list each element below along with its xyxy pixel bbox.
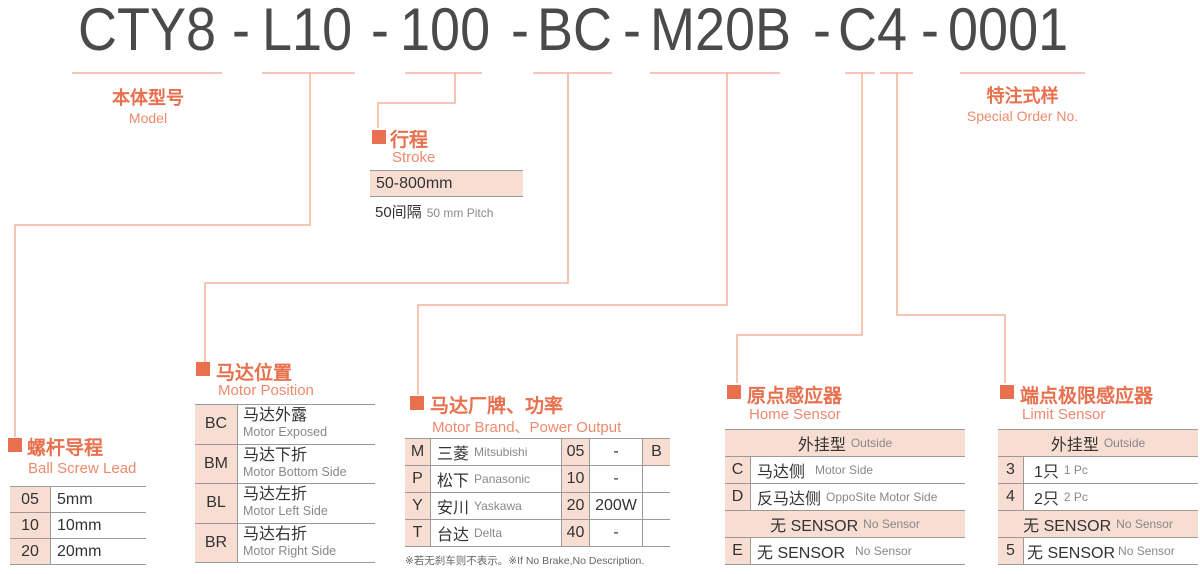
- stroke-title: 行程: [390, 130, 429, 151]
- limit-sensor-table: 外挂型 Outside 3 1只 1 Pc 4 2只 2 Pc 无 SENSOR No Se…: [998, 429, 1198, 565]
- table-row: D 反马达侧 OppoSite Motor Side: [725, 484, 965, 511]
- square-marker-icon: [8, 438, 22, 452]
- table-row: C 马达侧 Motor Side: [725, 457, 965, 484]
- table-row: BR 马达右折 Motor Right Side: [195, 523, 375, 563]
- table-row: M 三菱 Mitsubishi 05 - B: [405, 439, 670, 466]
- table-row: BL 马达左折 Motor Left Side: [195, 484, 375, 524]
- limit-sensor-subtitle: Limit Sensor: [1022, 406, 1106, 423]
- lead-table: 05 5mm 10 10mm 20 20mm: [10, 486, 146, 565]
- table-row: 05 5mm: [10, 487, 146, 513]
- code-model: CTY8: [78, 0, 217, 63]
- square-marker-icon: [410, 396, 424, 410]
- model-label: 本体型号 Model: [112, 88, 184, 126]
- table-row: Y 安川 Yaskawa 20 200W: [405, 493, 670, 520]
- table-row: BM 马达下折 Motor Bottom Side: [195, 444, 375, 484]
- home-sensor-subtitle: Home Sensor: [749, 406, 841, 423]
- motor-brand-table: M 三菱 Mitsubishi 05 - B P 松下 Panasonic 10 -…: [405, 438, 670, 547]
- table-row: 20 20mm: [10, 539, 146, 565]
- brake-note: ※若无刹车则不表示。※If No Brake,No Description.: [405, 555, 645, 567]
- square-marker-icon: [196, 362, 210, 376]
- lead-title: 螺杆导程: [27, 438, 104, 459]
- stroke-range: 50-800mm: [376, 174, 453, 192]
- connector-motor-brand: [417, 73, 728, 395]
- code-special: 0001: [948, 0, 1069, 63]
- code-sep: -: [232, 0, 250, 63]
- connector-lead: [14, 73, 311, 437]
- code-sep: -: [623, 0, 641, 63]
- code-stroke: 100: [400, 0, 491, 63]
- stroke-pitch: 50间隔 50 mm Pitch: [375, 204, 494, 221]
- motor-brand-title: 马达厂牌、功率: [430, 396, 564, 417]
- table-row: P 松下 Panasonic 10 -: [405, 466, 670, 493]
- table-row: 4 2只 2 Pc: [998, 484, 1198, 511]
- stroke-table: 50-800mm: [370, 170, 523, 197]
- motor-brand-subtitle: Motor Brand、Power Output: [432, 419, 622, 436]
- square-marker-icon: [372, 130, 386, 144]
- stroke-subtitle: Stroke: [392, 149, 436, 166]
- motor-position-table: BC 马达外露 Motor Exposed BM 马达下折 Motor Bottom S…: [195, 404, 375, 563]
- limit-sensor-title: 端点极限感应器: [1020, 386, 1154, 407]
- home-sensor-table: 外挂型 Outside C 马达侧 Motor Side D 反马达侧 OppoSite …: [725, 429, 965, 565]
- table-row: T 台达 Delta 40 -: [405, 520, 670, 547]
- connector-stroke: [377, 73, 456, 128]
- code-sep: -: [921, 0, 939, 63]
- code-motor-brand: M20B: [650, 0, 792, 63]
- motor-position-title: 马达位置: [216, 363, 293, 384]
- code-sep: -: [511, 0, 529, 63]
- connector-limit-sensor: [896, 73, 1006, 383]
- home-sensor-title: 原点感应器: [747, 386, 843, 407]
- code-lead: L10: [262, 0, 353, 63]
- code-sensors: C4: [838, 0, 908, 63]
- code-sep: -: [813, 0, 831, 63]
- table-row: BC 马达外露 Motor Exposed: [195, 405, 375, 445]
- brake-code: B: [643, 439, 670, 465]
- table-row: 3 1只 1 Pc: [998, 457, 1198, 484]
- code-motor-position: BC: [537, 0, 613, 63]
- connector-motor-position: [204, 73, 569, 362]
- connector-home-sensor: [736, 73, 863, 383]
- special-order-label: 特注式样 Special Order No.: [966, 86, 1079, 124]
- motor-position-subtitle: Motor Position: [218, 382, 314, 399]
- square-marker-icon: [1000, 385, 1014, 399]
- lead-subtitle: Ball Screw Lead: [28, 460, 137, 477]
- code-sep: -: [371, 0, 389, 63]
- table-row: 10 10mm: [10, 513, 146, 539]
- square-marker-icon: [727, 385, 741, 399]
